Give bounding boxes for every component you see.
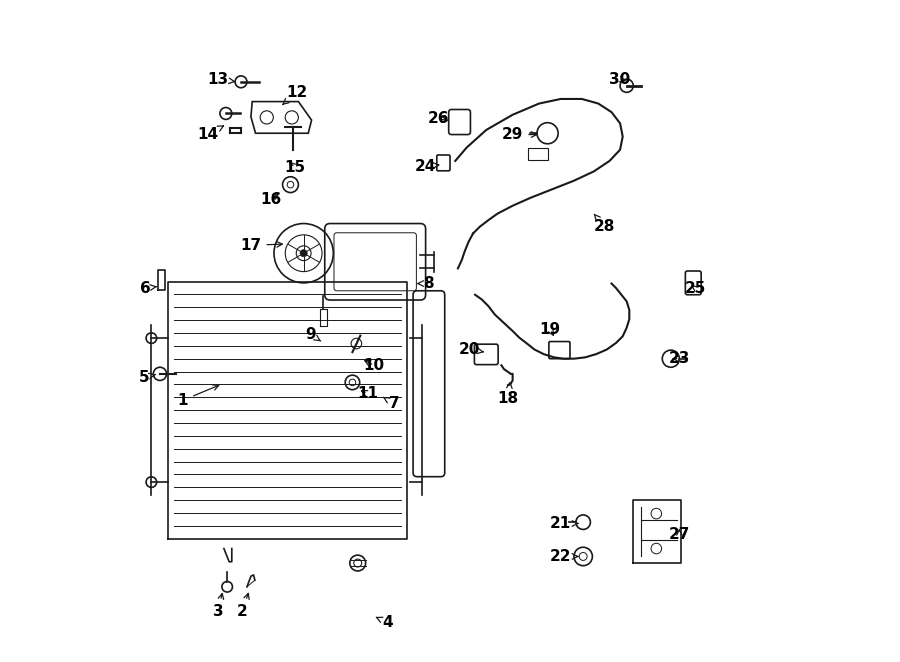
Text: 28: 28: [594, 214, 616, 234]
Text: 23: 23: [669, 351, 690, 366]
Text: 4: 4: [376, 615, 392, 630]
Text: 26: 26: [428, 111, 449, 126]
Text: 18: 18: [498, 383, 518, 406]
Text: 3: 3: [212, 593, 223, 619]
Text: 21: 21: [550, 516, 578, 531]
Text: 14: 14: [197, 126, 223, 142]
Text: 11: 11: [357, 386, 378, 401]
Text: 8: 8: [418, 276, 434, 291]
Bar: [527, 148, 547, 160]
Text: 2: 2: [237, 593, 249, 619]
Text: 10: 10: [364, 357, 385, 373]
Text: 16: 16: [260, 192, 282, 207]
Text: 5: 5: [139, 369, 155, 385]
Text: 1: 1: [178, 385, 219, 408]
Text: 15: 15: [284, 160, 306, 175]
Text: 24: 24: [414, 159, 439, 173]
Text: 12: 12: [283, 85, 308, 105]
Text: 19: 19: [540, 322, 561, 337]
Text: 17: 17: [240, 238, 283, 253]
Circle shape: [300, 250, 307, 257]
Text: 25: 25: [685, 281, 706, 296]
Text: 27: 27: [669, 526, 690, 542]
Text: 9: 9: [305, 327, 320, 342]
Text: 6: 6: [140, 281, 157, 296]
Text: 22: 22: [550, 549, 578, 564]
Text: 7: 7: [383, 396, 400, 411]
Text: 30: 30: [609, 71, 631, 87]
Text: 13: 13: [207, 71, 235, 87]
Text: 29: 29: [502, 127, 536, 142]
Text: 20: 20: [459, 342, 483, 357]
